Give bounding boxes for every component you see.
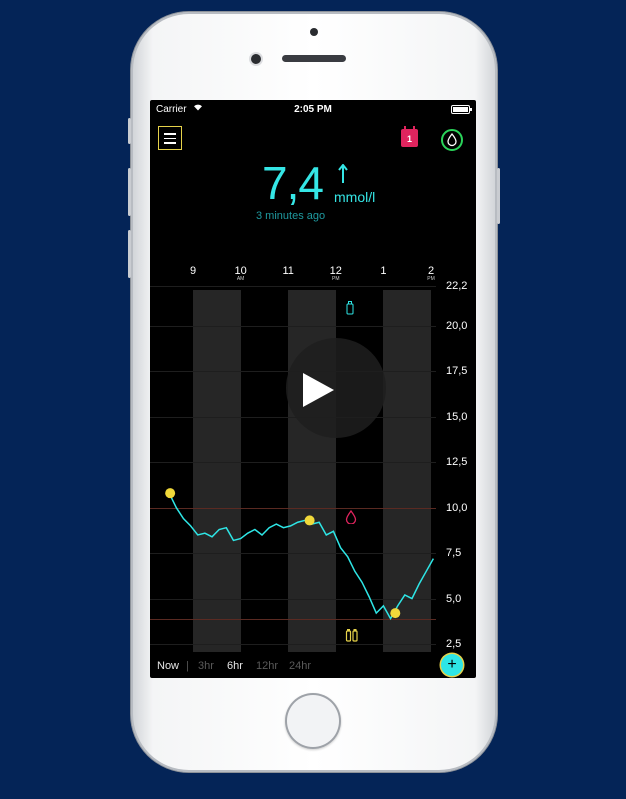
x-tick-label: 12 PM [329, 265, 342, 282]
add-event-button[interactable]: + [441, 654, 463, 676]
gridline [150, 416, 436, 418]
gridline [150, 462, 436, 464]
x-tick-label: 2 PM [427, 265, 435, 282]
power-button [497, 168, 500, 224]
tab-6hr[interactable]: 6hr [227, 660, 243, 672]
y-tick-label: 17,5 [446, 365, 468, 378]
y-tick-label: 12,5 [446, 456, 468, 469]
x-tick-label: 9 [189, 265, 197, 277]
hour-band [193, 290, 241, 652]
status-time: 2:05 PM [294, 104, 332, 115]
glucose-line-plot [165, 488, 435, 621]
reading-marker [304, 515, 315, 526]
x-tick-label: 10 AM [234, 265, 247, 282]
y-tick-label: 5,0 [446, 592, 462, 605]
home-button[interactable] [285, 693, 341, 749]
play-icon[interactable] [303, 373, 334, 407]
food-icon[interactable] [345, 628, 359, 647]
glucose-unit: mmol/l [334, 189, 376, 205]
blood-drop-icon[interactable] [345, 509, 357, 529]
tab-12hr[interactable]: 12hr [256, 660, 279, 672]
volume-down-button [128, 230, 131, 278]
reading-age: 3 minutes ago [256, 210, 326, 222]
front-camera [251, 54, 261, 64]
y-tick-label: 20,0 [446, 319, 468, 332]
time-range-tabs: Now | 3hr 6hr 12hr 24hr [150, 660, 476, 676]
volume-up-button [128, 168, 131, 216]
glucose-value: 7,4 [262, 157, 324, 209]
glucose-series-line [168, 492, 435, 621]
y-tick-label: 22,2 [446, 280, 468, 292]
play-button[interactable] [286, 338, 386, 438]
gridline [150, 644, 436, 645]
hour-band [383, 290, 432, 652]
target-range-line [150, 507, 436, 509]
gridline [150, 286, 436, 287]
tab-24hr[interactable]: 24hr [289, 660, 312, 672]
app-screen: Carrier 2:05 PM 1 7,4 mmol/l 3 minutes a… [150, 100, 476, 678]
gridline [150, 553, 436, 555]
glucose-chart[interactable] [150, 260, 440, 652]
hamburger-menu-icon[interactable] [158, 126, 182, 150]
tab-separator: | [186, 660, 189, 672]
target-range-line [150, 618, 436, 620]
y-tick-label: 2,5 [446, 638, 462, 650]
reading-marker [390, 608, 401, 619]
tab-now[interactable]: Now [157, 660, 180, 672]
earpiece-speaker [282, 55, 346, 62]
tab-3hr[interactable]: 3hr [198, 660, 214, 672]
y-tick-label: 15,0 [446, 410, 468, 423]
y-tick-label: 10,0 [446, 501, 468, 514]
y-tick-label: 7,5 [446, 547, 462, 560]
proximity-sensor [310, 28, 318, 36]
carrier-label: Carrier [156, 104, 187, 115]
wifi-icon [193, 103, 203, 114]
insulin-pen-icon[interactable] [345, 300, 355, 320]
gridline [150, 325, 436, 327]
mute-switch [128, 118, 131, 144]
rising-arrow-icon [338, 163, 348, 189]
sensor-status-icon[interactable] [440, 128, 464, 157]
x-tick-label: 11 [282, 265, 294, 277]
calendar-icon[interactable]: 1 [401, 126, 418, 147]
x-tick-label: 1 [380, 265, 387, 277]
reading-marker [165, 488, 176, 499]
status-bar: Carrier 2:05 PM [150, 100, 476, 118]
battery-icon [451, 105, 472, 114]
gridline [150, 598, 436, 600]
